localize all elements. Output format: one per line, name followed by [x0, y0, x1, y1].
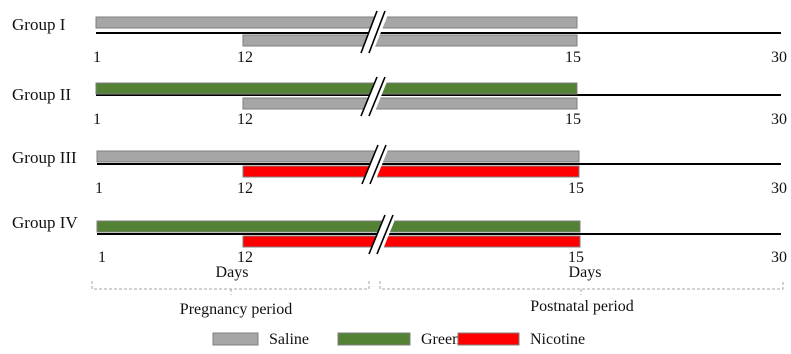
axis-break-mark [376, 214, 394, 255]
day-tick-label: 15 [565, 49, 581, 66]
axis-break-gap [361, 77, 389, 116]
group-label: Group I [12, 15, 66, 34]
pregnancy-period-bracket [91, 281, 370, 290]
axis-break-gap [360, 11, 390, 53]
axis-break-mark [369, 144, 387, 185]
days-label-pregnancy: Days [216, 264, 249, 281]
day-tick-label: 15 [568, 249, 584, 266]
day-tick-label: 12 [237, 249, 253, 266]
day-tick-label: 1 [93, 49, 101, 66]
day-tick-label: 12 [237, 49, 253, 66]
day-tick-label: 12 [237, 111, 253, 128]
day-tick-label: 30 [771, 249, 787, 266]
postnatal-period-bracket [379, 281, 784, 290]
treatment-bar-green-tea [95, 82, 578, 95]
treatment-bar-nicotine [242, 235, 581, 248]
axis-break-mark [361, 144, 379, 185]
axis-break-mark [360, 76, 378, 117]
axis-break-mark [360, 10, 378, 54]
group-label: Group III [12, 148, 77, 167]
axis-break-gap [369, 215, 397, 254]
legend-swatch-nicotine [457, 332, 520, 346]
treatment-bar-green-tea [96, 220, 581, 233]
day-tick-label: 30 [771, 49, 787, 66]
axis-break-mark [368, 76, 386, 117]
day-tick-label: 1 [93, 111, 101, 128]
axis-break-mark [368, 214, 386, 255]
day-tick-label: 1 [95, 180, 103, 197]
legend-swatch-green-tea [337, 332, 411, 346]
day-tick-label: 15 [565, 111, 581, 128]
axis-break-mark [368, 10, 386, 54]
treatment-bar-nicotine [242, 165, 580, 178]
day-tick-label: 30 [771, 111, 787, 128]
treatment-bar-saline [96, 150, 580, 163]
day-tick-label: 30 [771, 180, 787, 197]
treatment-bar-saline [242, 34, 578, 47]
day-tick-label: 15 [568, 180, 584, 197]
day-tick-label: 1 [98, 249, 106, 266]
day-tick-label: 12 [237, 180, 253, 197]
legend-label-saline: Saline [269, 331, 309, 348]
axis-break-gap [362, 145, 390, 184]
postnatal-period-label: Postnatal period [530, 298, 634, 315]
group-label: Group II [12, 85, 71, 104]
treatment-bar-saline [95, 16, 578, 29]
days-label-postnatal: Days [569, 264, 602, 281]
pregnancy-period-label: Pregnancy period [180, 301, 292, 318]
group-label: Group IV [12, 213, 78, 232]
treatment-bar-saline [242, 97, 578, 110]
legend-label-nicotine: Nicotine [530, 331, 585, 348]
legend-swatch-saline [212, 332, 259, 346]
